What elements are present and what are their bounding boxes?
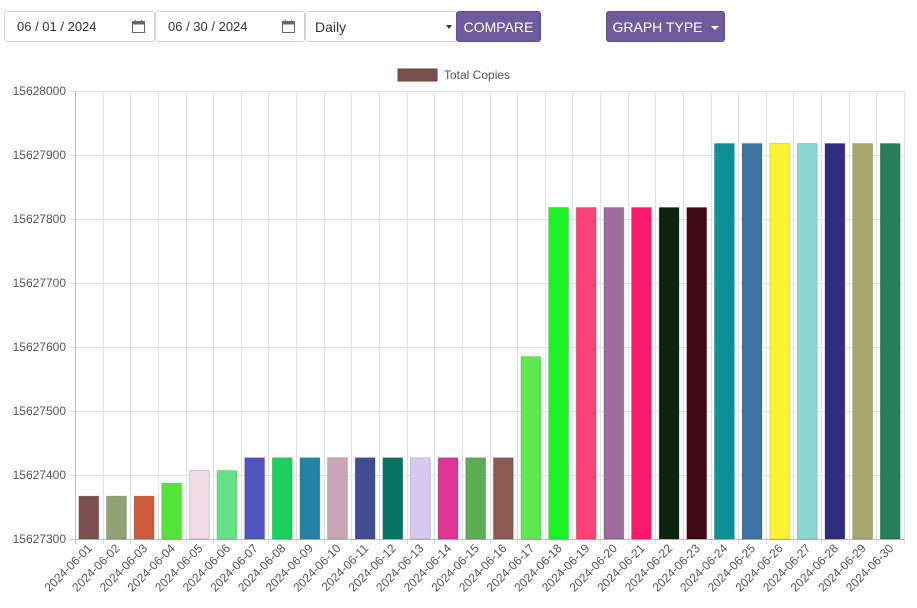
- bar-2024-06-24[interactable]: [713, 142, 735, 540]
- bar-2024-06-30[interactable]: [879, 142, 901, 540]
- bar-2024-06-07[interactable]: [244, 457, 266, 540]
- bar-2024-06-25[interactable]: [741, 142, 763, 540]
- end-date-value: 06 / 30 / 2024: [168, 19, 248, 34]
- interval-select-value: Daily: [315, 18, 347, 35]
- calendar-icon[interactable]: [282, 20, 295, 33]
- bar-2024-06-26[interactable]: [769, 142, 791, 540]
- y-tick-label: 15627700: [13, 276, 67, 290]
- chart-bars: [78, 142, 901, 540]
- y-tick-label: 15627600: [13, 340, 67, 354]
- legend-swatch: [397, 68, 438, 82]
- start-date-value: 06 / 01 / 2024: [17, 19, 97, 34]
- bar-2024-06-21[interactable]: [631, 206, 652, 540]
- bar-2024-06-15[interactable]: [465, 457, 487, 540]
- bar-2024-06-18[interactable]: [548, 206, 570, 540]
- bar-2024-06-27[interactable]: [796, 142, 818, 540]
- bar-2024-06-03[interactable]: [133, 495, 155, 540]
- bar-2024-06-06[interactable]: [216, 470, 238, 540]
- bar-2024-06-17[interactable]: [520, 356, 542, 540]
- y-tick-label: 15627300: [13, 532, 67, 546]
- bar-2024-06-10[interactable]: [327, 457, 348, 540]
- bar-2024-06-23[interactable]: [686, 206, 708, 540]
- y-tick-label: 15627500: [13, 404, 67, 418]
- y-axis-ticks: 15627300 15627400 15627500 15627600 15627700…: [13, 84, 67, 546]
- chevron-down-icon: [446, 25, 452, 29]
- bar-2024-06-11[interactable]: [354, 457, 376, 540]
- calendar-icon[interactable]: [132, 20, 145, 33]
- bar-2024-06-08[interactable]: [271, 457, 293, 540]
- bar-2024-06-29[interactable]: [852, 142, 873, 540]
- y-tick-label: 15627800: [13, 212, 67, 226]
- toolbar: 06 / 01 / 2024 06 / 30 / 2024 Daily COMP…: [0, 0, 917, 50]
- bar-2024-06-19[interactable]: [575, 206, 597, 540]
- caret-down-icon: [710, 25, 719, 30]
- interval-select[interactable]: Daily: [305, 11, 457, 42]
- bar-2024-06-20[interactable]: [603, 206, 625, 540]
- x-axis-ticks: 2024-06-012024-06-022024-06-032024-06-04…: [42, 541, 897, 595]
- bar-2024-06-01[interactable]: [78, 495, 100, 540]
- bar-2024-06-13[interactable]: [409, 457, 431, 540]
- compare-button-label: COMPARE: [463, 18, 534, 35]
- bar-2024-06-02[interactable]: [106, 495, 127, 540]
- compare-button[interactable]: COMPARE: [456, 11, 541, 42]
- legend-label: Total Copies: [444, 68, 510, 82]
- graph-type-button[interactable]: GRAPH TYPE: [606, 11, 725, 42]
- chart-grid: [70, 91, 905, 544]
- start-date-input[interactable]: 06 / 01 / 2024: [4, 11, 155, 42]
- bar-2024-06-14[interactable]: [437, 457, 459, 540]
- bar-2024-06-09[interactable]: [299, 457, 321, 540]
- chart-legend[interactable]: Total Copies: [397, 68, 510, 82]
- y-tick-label: 15628000: [13, 84, 67, 98]
- y-tick-label: 15627400: [13, 468, 67, 482]
- graph-type-button-label: GRAPH TYPE: [612, 18, 703, 35]
- bar-2024-06-12[interactable]: [382, 457, 404, 540]
- bar-2024-06-22[interactable]: [658, 206, 680, 540]
- y-tick-label: 15627900: [13, 148, 67, 162]
- bar-2024-06-28[interactable]: [824, 142, 846, 540]
- bar-2024-06-16[interactable]: [492, 457, 514, 540]
- bar-2024-06-05[interactable]: [188, 470, 210, 540]
- end-date-input[interactable]: 06 / 30 / 2024: [155, 11, 305, 42]
- bar-2024-06-04[interactable]: [161, 482, 183, 540]
